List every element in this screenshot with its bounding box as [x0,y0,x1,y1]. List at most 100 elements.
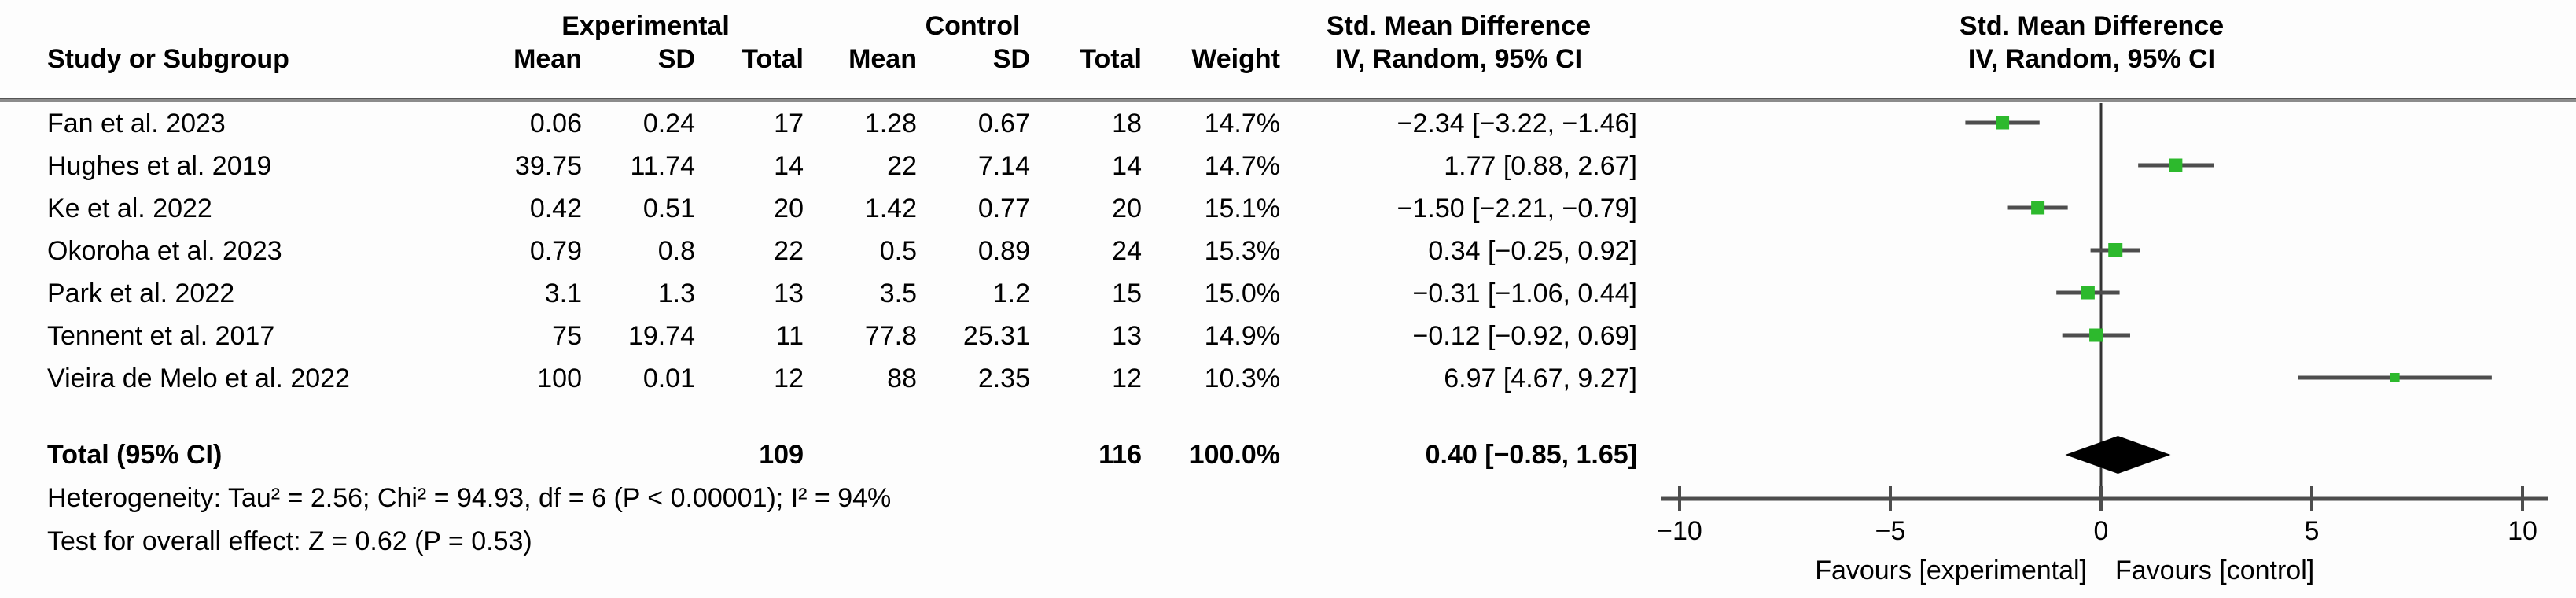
ctrl-total: 14 [1112,151,1142,181]
exp-mean: 0.42 [529,194,582,223]
exp-mean: 75 [552,321,582,351]
exp-mean: 100 [537,364,582,393]
exp-sd: 11.74 [630,151,695,181]
weight: 15.0% [1204,279,1280,308]
effect-marker [2089,328,2103,342]
ctrl-mean: 77.8 [864,321,917,351]
x-axis-tick-label: 5 [2305,516,2320,546]
effect-marker [2081,286,2095,300]
study-name: Okoroha et al. 2023 [47,236,282,266]
exp-mean: 0.06 [529,109,582,138]
ci-text: −0.31 [−1.06, 0.44] [1412,279,1637,308]
exp-sd: 0.01 [642,364,695,393]
total-exp-n: 109 [759,440,804,470]
exp-mean: 3.1 [544,279,582,308]
total-row: Total (95% CI) 109 116 100.0% 0.40 [−0.8… [47,434,1637,476]
ci-text: −1.50 [−2.21, −0.79] [1397,194,1637,223]
ctrl-total: 15 [1112,279,1142,308]
ctrl-total: 12 [1112,364,1142,393]
ctrl-mean: 88 [887,364,917,393]
ci-text: −2.34 [−3.22, −1.46] [1397,109,1637,138]
ctrl-sd: 1.2 [992,279,1030,308]
weight: 15.1% [1204,194,1280,223]
effect-marker [2031,201,2045,215]
table-row: Fan et al. 2023 0.06 0.24 17 1.28 0.67 1… [47,102,1637,145]
x-axis-tick-label: −5 [1875,516,1906,546]
study-name: Hughes et al. 2019 [47,151,272,181]
method-header-right: IV, Random, 95% CI [1967,44,2216,74]
study-name: Tennent et al. 2017 [47,321,275,351]
ci-text: 6.97 [4.67, 9.27] [1444,364,1637,393]
ctrl-sd: 0.77 [977,194,1030,223]
table-row: Park et al. 2022 3.1 1.3 13 3.5 1.2 15 1… [47,272,1637,315]
total-ci-text: 0.40 [−0.85, 1.65] [1425,440,1637,470]
effect-marker [1996,116,2010,130]
x-axis-tick-label: −10 [1657,516,1702,546]
favours-control-label: Favours [control] [2115,556,2314,585]
ci-text: 0.34 [−0.25, 0.92] [1428,236,1637,266]
study-name: Park et al. 2022 [47,279,235,308]
ctrl-total-header: Total [1080,44,1142,74]
ctrl-sd: 0.89 [977,236,1030,266]
exp-sd: 0.51 [642,194,695,223]
experimental-group-header: Experimental [561,11,730,41]
exp-sd: 19.74 [627,321,695,351]
weight: 14.9% [1204,321,1280,351]
total-label: Total (95% CI) [47,440,223,470]
column-header-row: Study or Subgroup Mean SD Total Mean SD … [47,39,1637,79]
ctrl-total: 18 [1112,109,1142,138]
study-name: Fan et al. 2023 [47,109,226,138]
table-row: Hughes et al. 2019 39.75 11.74 14 22 7.1… [47,145,1637,187]
weight: 10.3% [1204,364,1280,393]
total-diamond [2065,436,2171,474]
ctrl-mean-header: Mean [848,44,917,74]
ctrl-sd: 2.35 [977,364,1030,393]
ctrl-mean: 1.42 [864,194,917,223]
weight: 14.7% [1204,151,1280,181]
ctrl-mean: 22 [887,151,917,181]
total-weight: 100.0% [1189,440,1280,470]
favours-experimental-label: Favours [experimental] [1815,556,2087,585]
ctrl-mean: 1.28 [864,109,917,138]
exp-total: 11 [775,321,804,351]
exp-total: 12 [774,364,804,393]
exp-total-header: Total [742,44,804,74]
ctrl-total: 24 [1112,236,1142,266]
effect-marker [2169,158,2183,172]
exp-mean: 39.75 [514,151,582,181]
ctrl-sd: 25.31 [962,321,1030,351]
method-header-left: IV, Random, 95% CI [1334,44,1583,74]
total-ctrl-n: 116 [1098,440,1142,470]
weight-column-header: Weight [1191,44,1280,74]
x-axis-tick-label: 10 [2508,516,2537,546]
control-group-header: Control [925,11,1021,41]
weight: 15.3% [1204,236,1280,266]
study-column-header: Study or Subgroup [47,44,289,74]
ctrl-total: 20 [1112,194,1142,223]
exp-sd: 0.24 [642,109,695,138]
table-row: Okoroha et al. 2023 0.79 0.8 22 0.5 0.89… [47,230,1637,272]
study-name: Vieira de Melo et al. 2022 [47,364,350,393]
overall-effect-text: Test for overall effect: Z = 0.62 (P = 0… [47,526,532,556]
table-row: Vieira de Melo et al. 2022 100 0.01 12 8… [47,357,1637,400]
ctrl-mean: 3.5 [879,279,917,308]
ctrl-sd: 0.67 [977,109,1030,138]
ci-text: 1.77 [0.88, 2.67] [1444,151,1637,181]
exp-sd: 0.8 [657,236,695,266]
exp-total: 13 [774,279,804,308]
heterogeneity-text: Heterogeneity: Tau² = 2.56; Chi² = 94.93… [47,483,892,513]
exp-total: 14 [774,151,804,181]
ctrl-mean: 0.5 [879,236,917,266]
effect-marker [2390,373,2400,382]
exp-mean: 0.79 [529,236,582,266]
exp-total: 17 [774,109,804,138]
table-row: Tennent et al. 2017 75 19.74 11 77.8 25.… [47,315,1637,357]
smd-header-right: Std. Mean Difference [1959,11,2225,41]
effect-marker [2108,243,2123,257]
table-row: Ke et al. 2022 0.42 0.51 20 1.42 0.77 20… [47,187,1637,230]
exp-sd: 1.3 [657,279,695,308]
ctrl-sd-header: SD [992,44,1030,74]
ctrl-total: 13 [1112,321,1142,351]
weight: 14.7% [1204,109,1280,138]
